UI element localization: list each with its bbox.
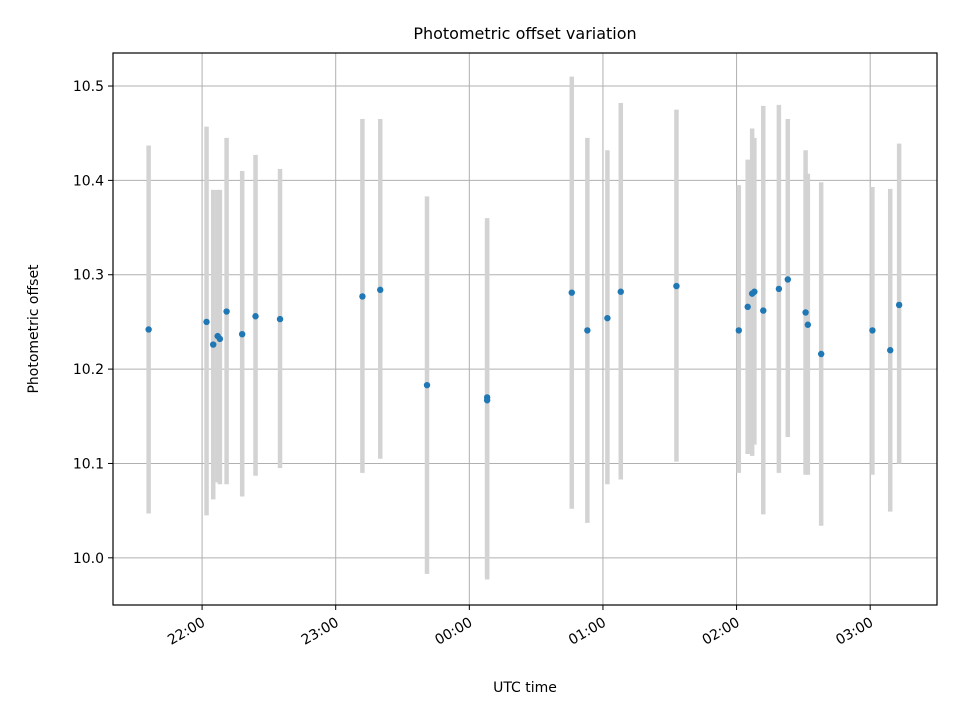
data-point [223,308,230,315]
y-tick-label: 10.0 [73,551,104,567]
x-axis-label: UTC time [493,680,557,696]
data-point [784,276,791,283]
data-point [252,313,259,320]
data-point [423,381,431,389]
data-point [895,301,903,309]
data-point [760,307,767,314]
data-point [359,293,366,300]
data-point [584,327,591,334]
data-point [210,341,217,348]
plot-frame [112,52,938,606]
data-point [377,286,384,294]
data-point [145,326,152,333]
y-tick-label: 10.2 [73,362,104,378]
y-axis-label: Photometric offset [26,264,42,394]
data-point [483,397,491,404]
data-point [744,303,751,311]
data-point [751,288,758,295]
data-point [775,285,783,293]
data-point [804,321,812,328]
data-point [617,288,624,295]
data-point [802,309,809,316]
y-tick-label: 10.5 [73,79,104,95]
y-axis-ticks: 10.0 10.1 10.2 10.3 10.4 10.5 [73,79,113,567]
data-point [238,330,246,338]
data-point [216,335,224,343]
y-tick-label: 10.3 [73,268,104,284]
chart-title: Photometric offset variation [413,24,636,43]
data-point [869,327,876,334]
y-tick-label: 10.1 [73,456,104,472]
data-point [887,347,894,354]
data-point [604,314,611,322]
data-point [673,282,680,290]
data-point [276,315,284,323]
data-point [568,289,575,296]
data-points [145,276,903,404]
y-tick-label: 10.4 [73,173,104,189]
data-point [203,318,210,326]
data-point [817,350,825,358]
data-point [735,327,742,334]
